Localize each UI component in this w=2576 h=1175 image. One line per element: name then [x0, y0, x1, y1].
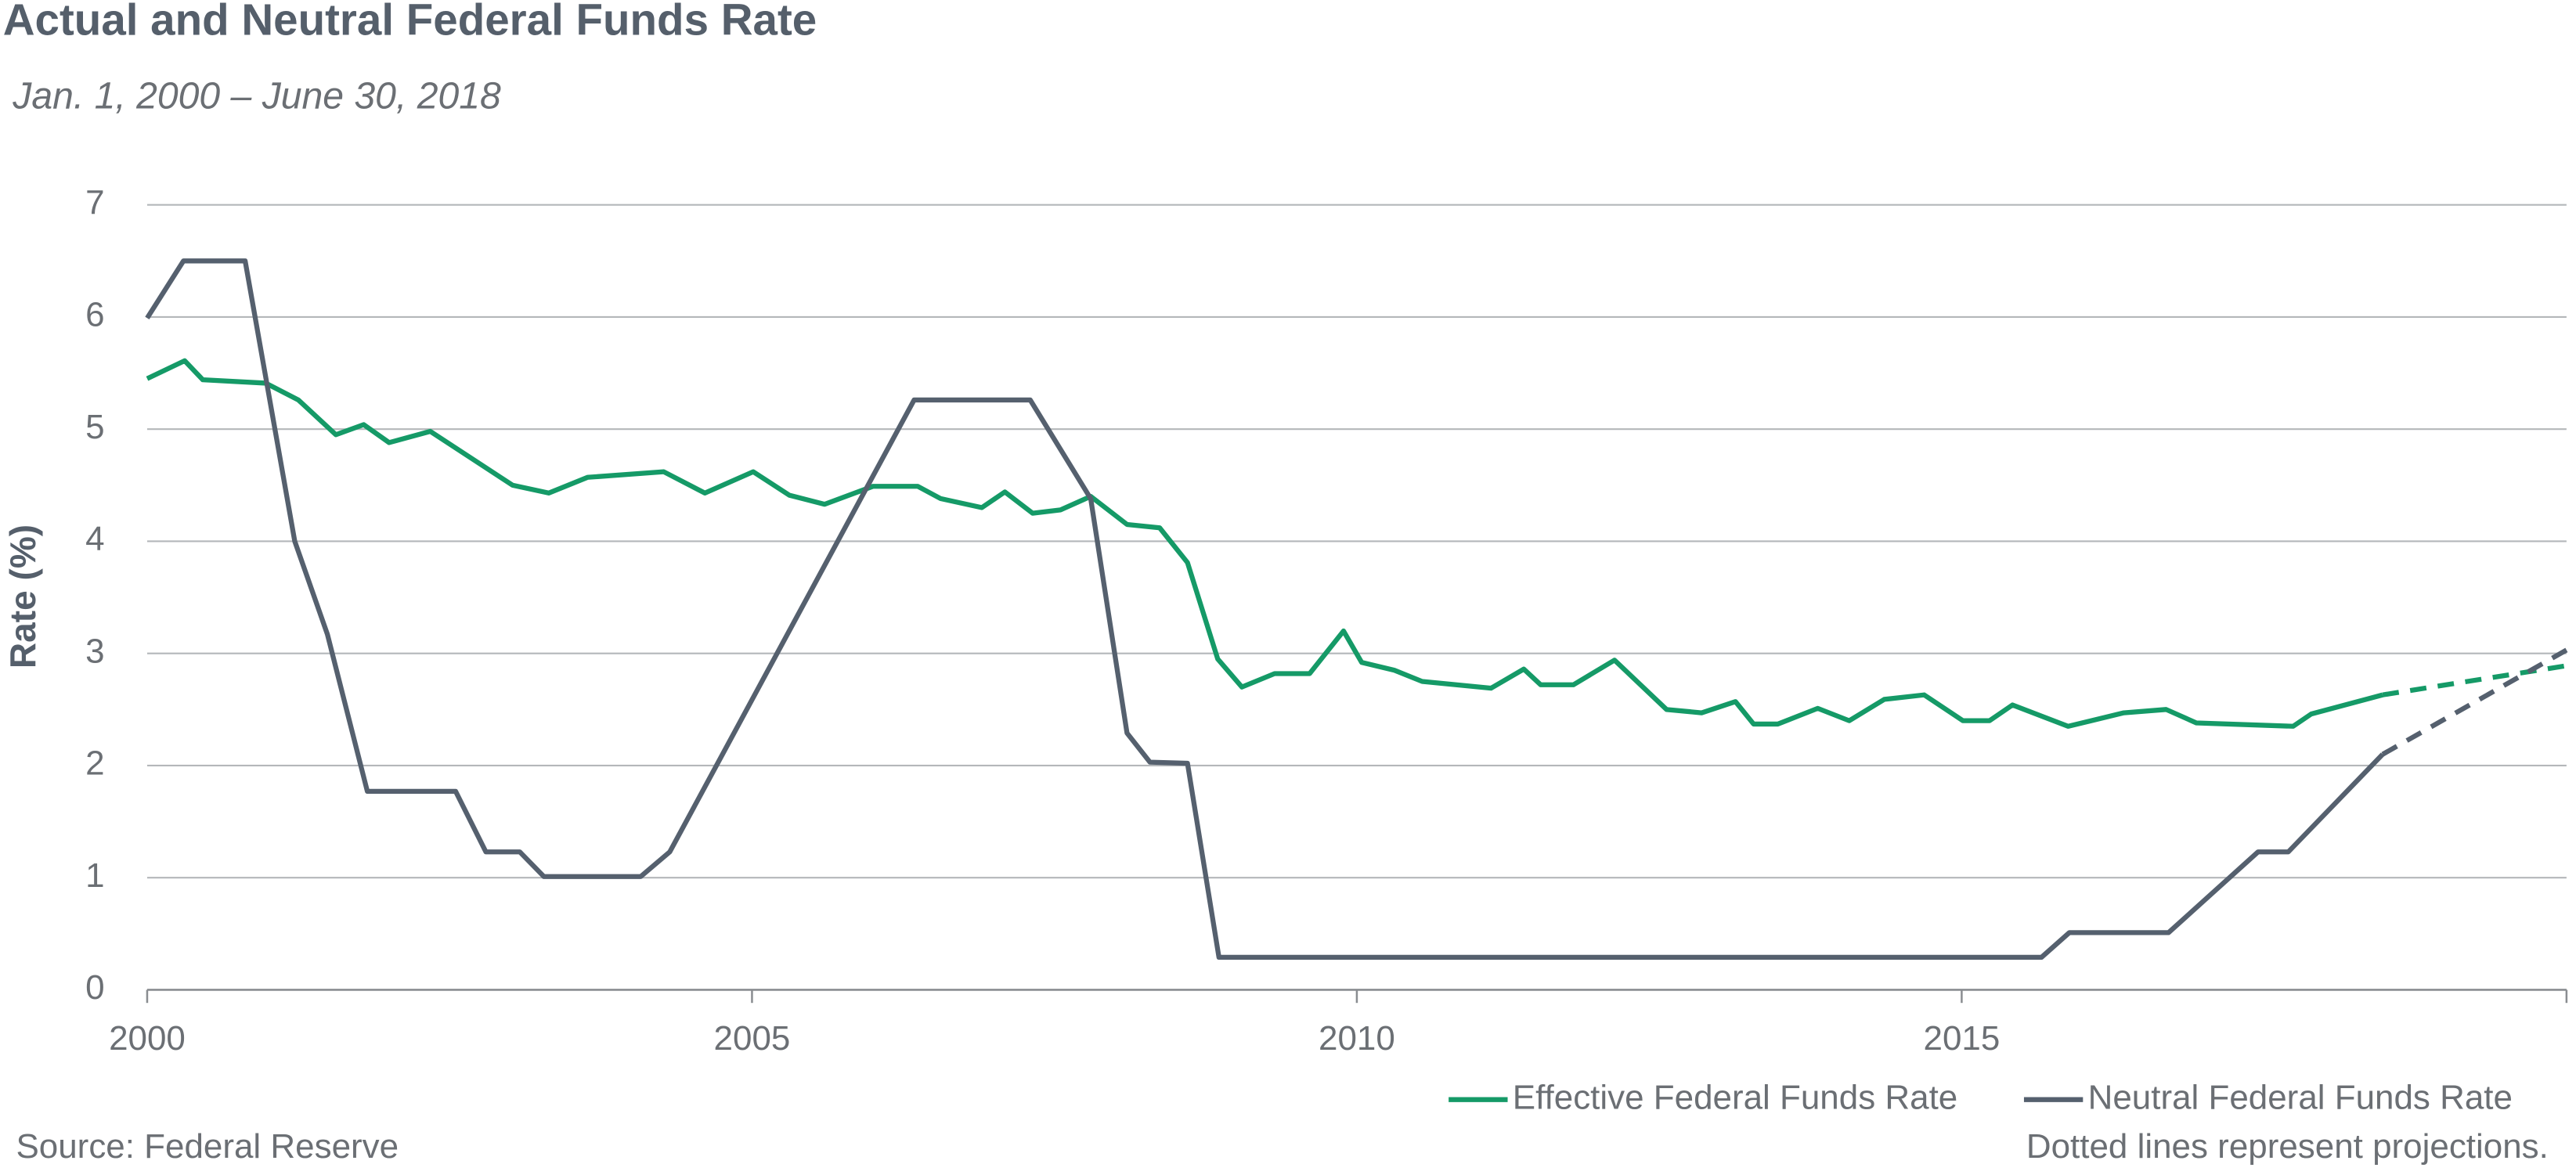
legend-label: Neutral Federal Funds Rate [2088, 1078, 2513, 1116]
y-tick-label: 5 [85, 408, 104, 446]
note: Dotted lines represent projections. [2026, 1127, 2549, 1166]
y-tick-label: 3 [85, 632, 104, 670]
y-tick-label: 7 [85, 183, 104, 222]
chart-subtitle: Jan. 1, 2000 – June 30, 2018 [12, 74, 501, 117]
x-tick-label: 2005 [714, 1019, 791, 1058]
projection-line [2381, 647, 2568, 757]
y-tick-label: 2 [85, 744, 104, 783]
projection-line [2382, 663, 2567, 697]
legend-label: Effective Federal Funds Rate [1513, 1078, 1957, 1116]
y-tick-label: 6 [85, 296, 104, 334]
chart-title: Actual and Neutral Federal Funds Rate [3, 0, 817, 44]
x-tick-label: 2010 [1319, 1019, 1395, 1058]
y-tick-label: 4 [85, 520, 104, 558]
line-series [146, 358, 2383, 729]
y-tick-label: 1 [85, 856, 104, 895]
y-tick-label: 0 [85, 968, 104, 1007]
source: Source: Federal Reserve [16, 1127, 399, 1166]
x-tick-label: 2000 [109, 1019, 186, 1058]
y-axis-label: Rate (%) [2, 524, 43, 669]
line-series [145, 258, 2385, 961]
x-tick-label: 2015 [1924, 1019, 2001, 1058]
